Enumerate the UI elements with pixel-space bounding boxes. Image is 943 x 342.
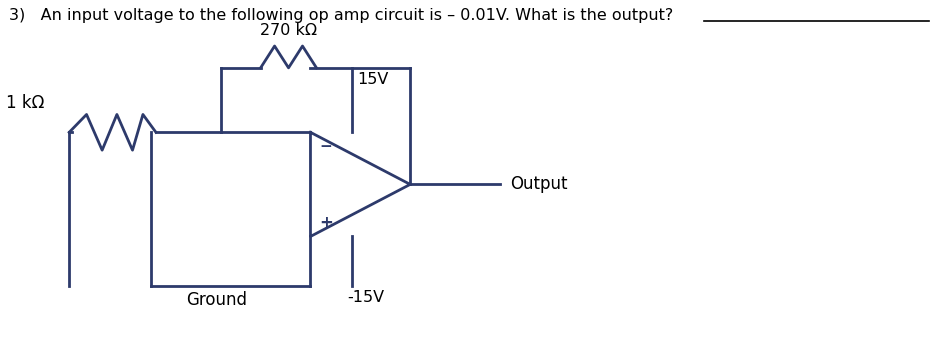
Text: 270 kΩ: 270 kΩ (260, 23, 317, 38)
Text: Ground: Ground (186, 291, 247, 309)
Text: -15V: -15V (347, 290, 385, 305)
Text: 1 kΩ: 1 kΩ (7, 94, 44, 113)
Text: 3)   An input voltage to the following op amp circuit is – 0.01V. What is the ou: 3) An input voltage to the following op … (9, 8, 673, 23)
Text: 15V: 15V (357, 72, 389, 87)
Text: −: − (320, 139, 332, 154)
Text: Output: Output (510, 175, 568, 193)
Text: +: + (320, 213, 333, 232)
